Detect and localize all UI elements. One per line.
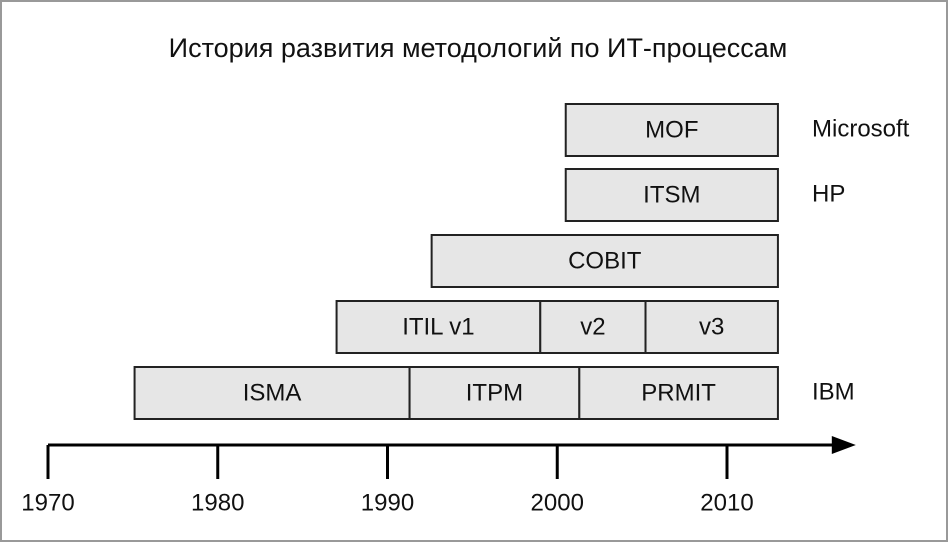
timeline-bar <box>430 234 779 288</box>
x-tick-label: 1980 <box>191 489 244 516</box>
axis-arrow <box>831 436 856 454</box>
vendor-label: Microsoft <box>812 115 910 142</box>
timeline-bar <box>644 300 779 354</box>
timeline-bar <box>564 168 779 222</box>
timeline-bar <box>335 300 542 354</box>
timeline-bar <box>578 366 779 420</box>
bar-label: PRMIT <box>641 379 716 406</box>
vendor-label: HP <box>812 180 845 207</box>
bar-label: MOF <box>645 116 698 143</box>
timeline-bar <box>564 103 779 157</box>
bar-label: ITSM <box>643 181 700 208</box>
x-tick-label: 1990 <box>361 489 414 516</box>
timeline-bar <box>408 366 581 420</box>
x-tick-label: 2000 <box>531 489 584 516</box>
x-tick-label: 1970 <box>21 489 74 516</box>
timeline-bar <box>539 300 647 354</box>
bar-label: ITPM <box>466 379 523 406</box>
vendor-label: IBM <box>812 378 855 405</box>
x-tick-label: 2010 <box>700 489 753 516</box>
bar-label: ITIL v1 <box>402 313 474 340</box>
bar-label: v2 <box>580 313 605 340</box>
title: История развития методологий по ИТ-проце… <box>169 33 788 63</box>
bar-label: v3 <box>699 313 724 340</box>
bar-label: ISMA <box>243 379 302 406</box>
bar-label: COBIT <box>568 247 642 274</box>
